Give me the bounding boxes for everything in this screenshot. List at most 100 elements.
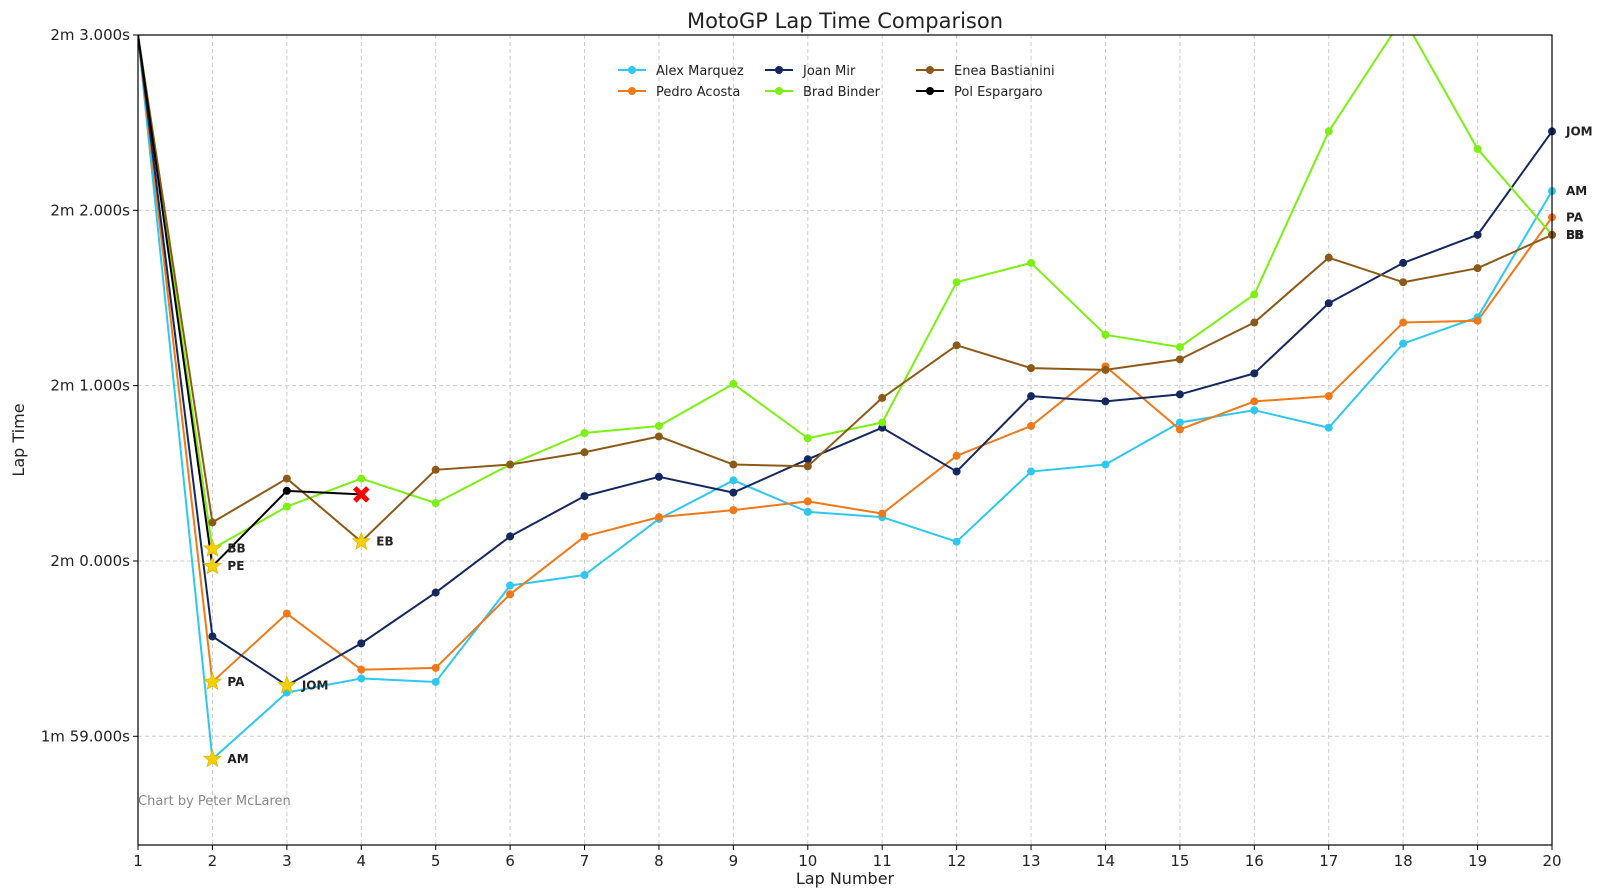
legend: Alex Marquez Pedro Acosta Joan Mir Brad Bin… [618,64,1055,100]
data-point-am [1324,423,1333,432]
data-point-eb [282,474,291,483]
legend-swatch-dot [628,66,636,74]
best-lap-star-bb [202,538,223,557]
data-point-bb [654,421,663,430]
data-point-pe [282,486,291,495]
marker-layer: AM PA JOM BB EB PE [202,127,1556,768]
data-point-eb [654,432,663,441]
data-point-am [1399,339,1408,348]
data-point-bb [1175,343,1184,352]
data-point-bb [1250,290,1259,299]
legend-swatch-dot [775,66,783,74]
legend-item-pe: Pol Espargaro [916,85,1043,100]
best-lap-label-bb: BB [227,542,245,556]
y-tick-label: 2m 1.000s [50,377,130,395]
x-axis-title: Lap Number [796,869,895,888]
x-tick-label: 17 [1319,852,1338,870]
data-point-eb [208,518,217,527]
legend-label: Brad Binder [803,85,881,100]
data-point-eb [1399,278,1408,287]
x-tick-label: 14 [1096,852,1115,870]
chart-title: MotoGP Lap Time Comparison [687,9,1003,33]
data-point-bb [1101,330,1110,339]
x-tick-label: 13 [1022,852,1041,870]
data-point-am [1175,418,1184,427]
data-point-jom [357,639,366,648]
data-point-jom [952,467,961,476]
legend-label: Pol Espargaro [954,85,1043,100]
data-point-eb [1027,364,1036,373]
data-point-eb [729,460,738,469]
data-point-am [952,537,961,546]
legend-swatch-dot [926,66,934,74]
crash-marker-stroke [352,486,370,503]
x-tick-label: 11 [873,852,892,870]
x-axis: 1 2 3 4 5 6 7 8 9 10 11 12 13 14 15 16 17 18 19 20 [133,845,1562,870]
end-label-am: AM [1566,184,1587,198]
data-point-am [1027,467,1036,476]
x-tick-label: 4 [356,852,366,870]
data-point-bb [1324,127,1333,136]
y-tick-label: 1m 59.000s [41,727,130,745]
data-point-pa [729,506,738,515]
x-tick-label: 16 [1245,852,1264,870]
legend-item-am: Alex Marquez [618,64,744,79]
best-lap-label-eb: EB [376,535,393,549]
x-tick-label: 9 [729,852,739,870]
legend-label: Pedro Acosta [656,85,740,100]
data-point-am [1101,460,1110,469]
data-point-bb [878,418,887,427]
data-point-eb [506,460,515,469]
data-point-eb [878,393,887,402]
legend-item-pa: Pedro Acosta [618,85,740,100]
data-point-pa [357,665,366,674]
data-point-am [431,677,440,686]
y-axis-title: Lap Time [9,403,28,476]
legend-label: Alex Marquez [656,64,744,79]
data-point-am [580,571,589,579]
data-point-eb [580,448,589,457]
data-point-eb [1101,365,1110,374]
data-point-jom [1399,258,1408,267]
grid [137,34,1553,845]
best-lap-star-pe [202,556,223,575]
data-point-eb [431,465,440,474]
legend-swatch-dot [926,87,934,95]
x-tick-label: 5 [431,852,441,870]
x-tick-label: 7 [580,852,590,870]
end-label-bb: BB [1566,228,1584,242]
legend-item-jom: Joan Mir [765,64,856,79]
x-tick-label: 18 [1394,852,1413,870]
best-lap-label-am: AM [227,752,248,766]
data-point-eb [1250,318,1259,327]
data-point-eb [1473,264,1482,273]
end-label-jom: JOM [1565,124,1593,138]
data-point-bb [1027,258,1036,267]
data-point-eb [1175,355,1184,364]
data-point-pa [1473,316,1482,325]
data-point-jom [1324,299,1333,308]
data-point-jom [1175,390,1184,399]
best-lap-label-jom: JOM [301,678,329,692]
best-lap-star-am [202,748,223,768]
data-point-jom [506,532,515,541]
data-point-bb [803,434,812,443]
legend-swatch-dot [775,87,783,95]
data-point-pa [431,663,440,672]
data-point-bb [357,474,366,483]
crash-marker-pe [352,486,370,503]
data-point-eb [803,462,812,471]
data-point-jom [1027,392,1036,401]
x-tick-label: 19 [1468,852,1487,870]
series-line-pa [138,35,1552,683]
data-point-jom [580,492,589,501]
chart-credit: Chart by Peter McLaren [138,794,291,809]
y-tick-label: 2m 0.000s [50,552,130,570]
best-lap-star-pa [202,671,223,691]
data-point-pa [1175,425,1184,434]
legend-item-eb: Enea Bastianini [916,64,1055,79]
x-tick-label: 6 [505,852,515,870]
data-point-bb [431,499,440,508]
series-line-eb [138,35,1552,543]
